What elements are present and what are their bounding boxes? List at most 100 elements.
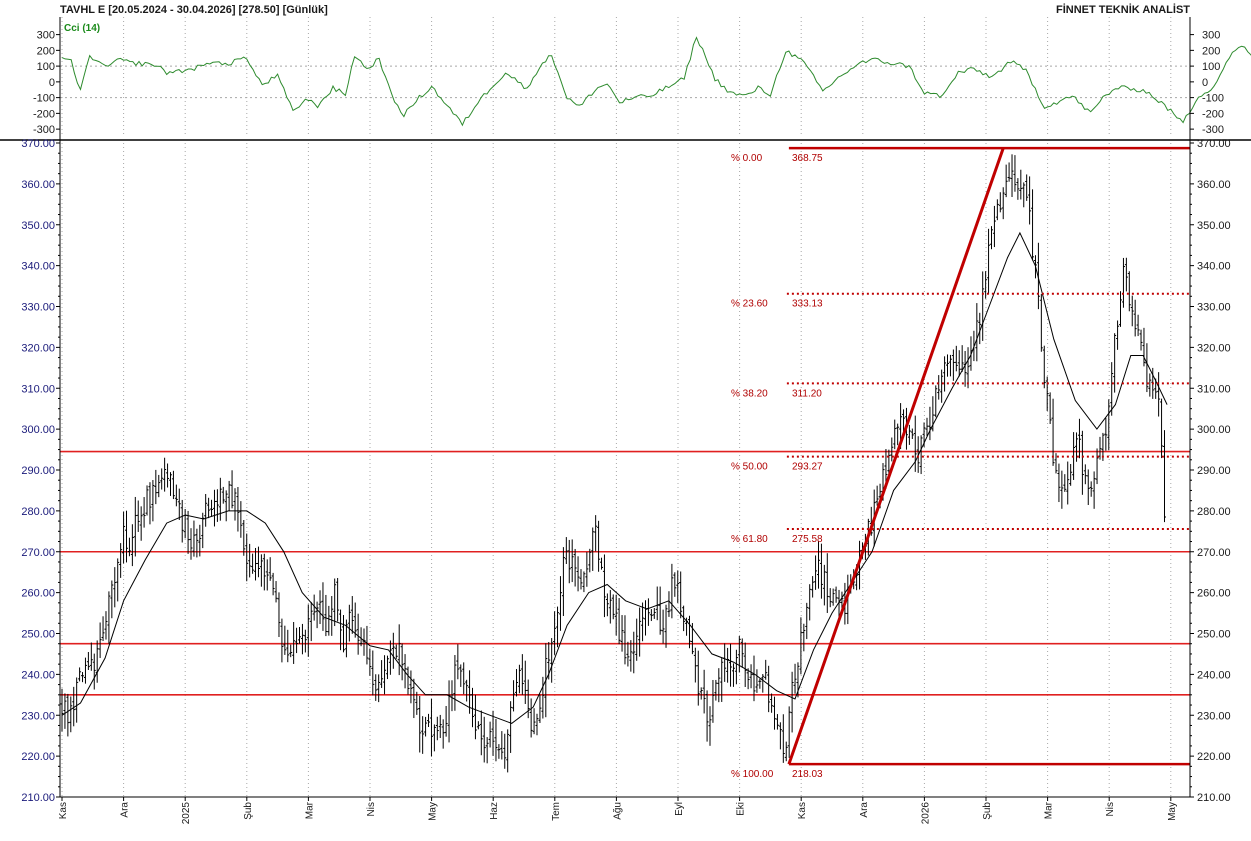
ohlc-bar: [72, 686, 76, 727]
analyst-label: FİNNET TEKNİK ANALİST: [1056, 3, 1190, 16]
ohlc-bar: [641, 602, 645, 642]
ohlc-bar: [1080, 430, 1084, 495]
ohlc-bar: [948, 354, 952, 377]
x-tick-label: Şub: [982, 802, 993, 820]
ohlc-bar: [951, 349, 955, 381]
ohlc-bar: [1042, 345, 1046, 389]
ohlc-bar: [1054, 453, 1058, 474]
ohlc-bar: [476, 721, 480, 730]
cci-tick-label-right: 100: [1202, 61, 1220, 73]
ohlc-bar: [500, 731, 504, 760]
ohlc-bar: [174, 484, 178, 507]
ohlc-bar: [808, 584, 812, 621]
ohlc-bar: [221, 486, 225, 504]
ohlc-bar: [230, 470, 234, 509]
ohlc-bar: [676, 570, 680, 603]
ohlc-bar: [790, 671, 794, 733]
ohlc-bar: [720, 657, 724, 702]
ohlc-bar: [1048, 392, 1052, 424]
ohlc-bar: [353, 602, 357, 638]
ohlc-bar: [1148, 373, 1152, 397]
ohlc-bar: [1095, 448, 1099, 485]
fib-value-label: 368.75: [792, 153, 823, 164]
ohlc-bar: [576, 556, 580, 592]
ohlc-bar: [512, 680, 516, 712]
ohlc-bar: [312, 594, 316, 621]
ohlc-bar: [321, 582, 325, 631]
ohlc-bar: [802, 623, 806, 652]
ohlc-bar: [1001, 187, 1005, 220]
ohlc-bar: [227, 480, 231, 511]
ohlc-bar: [262, 553, 266, 591]
ohlc-bar: [1028, 176, 1032, 225]
ohlc-bar: [506, 729, 510, 773]
ohlc-bar: [497, 744, 501, 759]
y-tick-label-right: 240.00: [1197, 669, 1231, 681]
y-tick-label-right: 210.00: [1197, 792, 1231, 804]
y-tick-label-right: 230.00: [1197, 710, 1231, 722]
y-tick-label-right: 220.00: [1197, 751, 1231, 763]
ohlc-bar: [383, 655, 387, 695]
ohlc-bar: [714, 679, 718, 701]
ohlc-bar: [600, 557, 604, 570]
ohlc-bar: [424, 716, 428, 737]
ohlc-bar: [303, 629, 307, 653]
ohlc-bar: [298, 627, 302, 644]
ohlc-bar: [517, 664, 521, 694]
x-tick-label: Kas: [58, 802, 69, 819]
ohlc-bar: [485, 737, 489, 764]
ohlc-bar: [400, 643, 404, 681]
fib-value-label: 293.27: [792, 462, 823, 473]
ohlc-bar: [784, 741, 788, 762]
x-tick-label: Tem: [551, 802, 562, 821]
ohlc-bar: [711, 679, 715, 723]
ohlc-bar: [444, 705, 448, 737]
fib-percent-label: % 38.20: [731, 388, 768, 399]
fib-percent-label: % 100.00: [731, 769, 774, 780]
x-tick-label: Mar: [1044, 801, 1055, 819]
ohlc-bar: [819, 543, 823, 599]
ohlc-bar: [271, 572, 275, 596]
ohlc-bar: [1092, 471, 1096, 509]
ohlc-bar: [978, 312, 982, 345]
ohlc-bar: [755, 669, 759, 693]
ohlc-bar: [265, 559, 269, 591]
y-tick-label-right: 270.00: [1197, 547, 1231, 559]
ohlc-bar: [81, 672, 85, 683]
x-tick-label: May: [428, 802, 439, 821]
y-tick-label-right: 260.00: [1197, 588, 1231, 600]
ohlc-bar: [588, 548, 592, 573]
ohlc-bar: [937, 375, 941, 400]
ohlc-bar: [101, 616, 105, 642]
cci-tick-label-left: 300: [37, 30, 55, 42]
ohlc-bar: [514, 669, 518, 697]
ohlc-bar: [814, 555, 818, 590]
ohlc-bar: [778, 722, 782, 750]
ohlc-bar: [125, 510, 129, 563]
ohlc-bar: [186, 510, 190, 554]
y-tick-label-left: 340.00: [21, 261, 55, 273]
ohlc-bar: [564, 537, 568, 565]
ohlc-bar: [553, 611, 557, 655]
ohlc-bar: [151, 480, 155, 522]
ohlc-bar: [567, 539, 571, 584]
ohlc-bar: [541, 676, 545, 719]
ohlc-bar: [462, 662, 466, 695]
ohlc-bar: [638, 607, 642, 657]
ohlc-bar: [368, 648, 372, 676]
ohlc-bar: [195, 528, 199, 558]
x-tick-label: Ara: [859, 802, 870, 818]
ohlc-bar: [998, 192, 1002, 213]
ohlc-bar: [1139, 329, 1143, 351]
ohlc-bar: [526, 679, 530, 719]
ohlc-bar: [233, 488, 237, 521]
ohlc-bar: [224, 490, 228, 522]
ohlc-bar: [347, 604, 351, 642]
chart-title: TAVHL E [20.05.2024 - 30.04.2026] [278.5…: [60, 4, 328, 16]
ohlc-bar: [491, 710, 495, 756]
ohlc-bar: [535, 713, 539, 736]
ohlc-bar: [292, 621, 296, 664]
ohlc-bar: [773, 696, 777, 730]
y-tick-label-right: 370.00: [1197, 138, 1231, 150]
